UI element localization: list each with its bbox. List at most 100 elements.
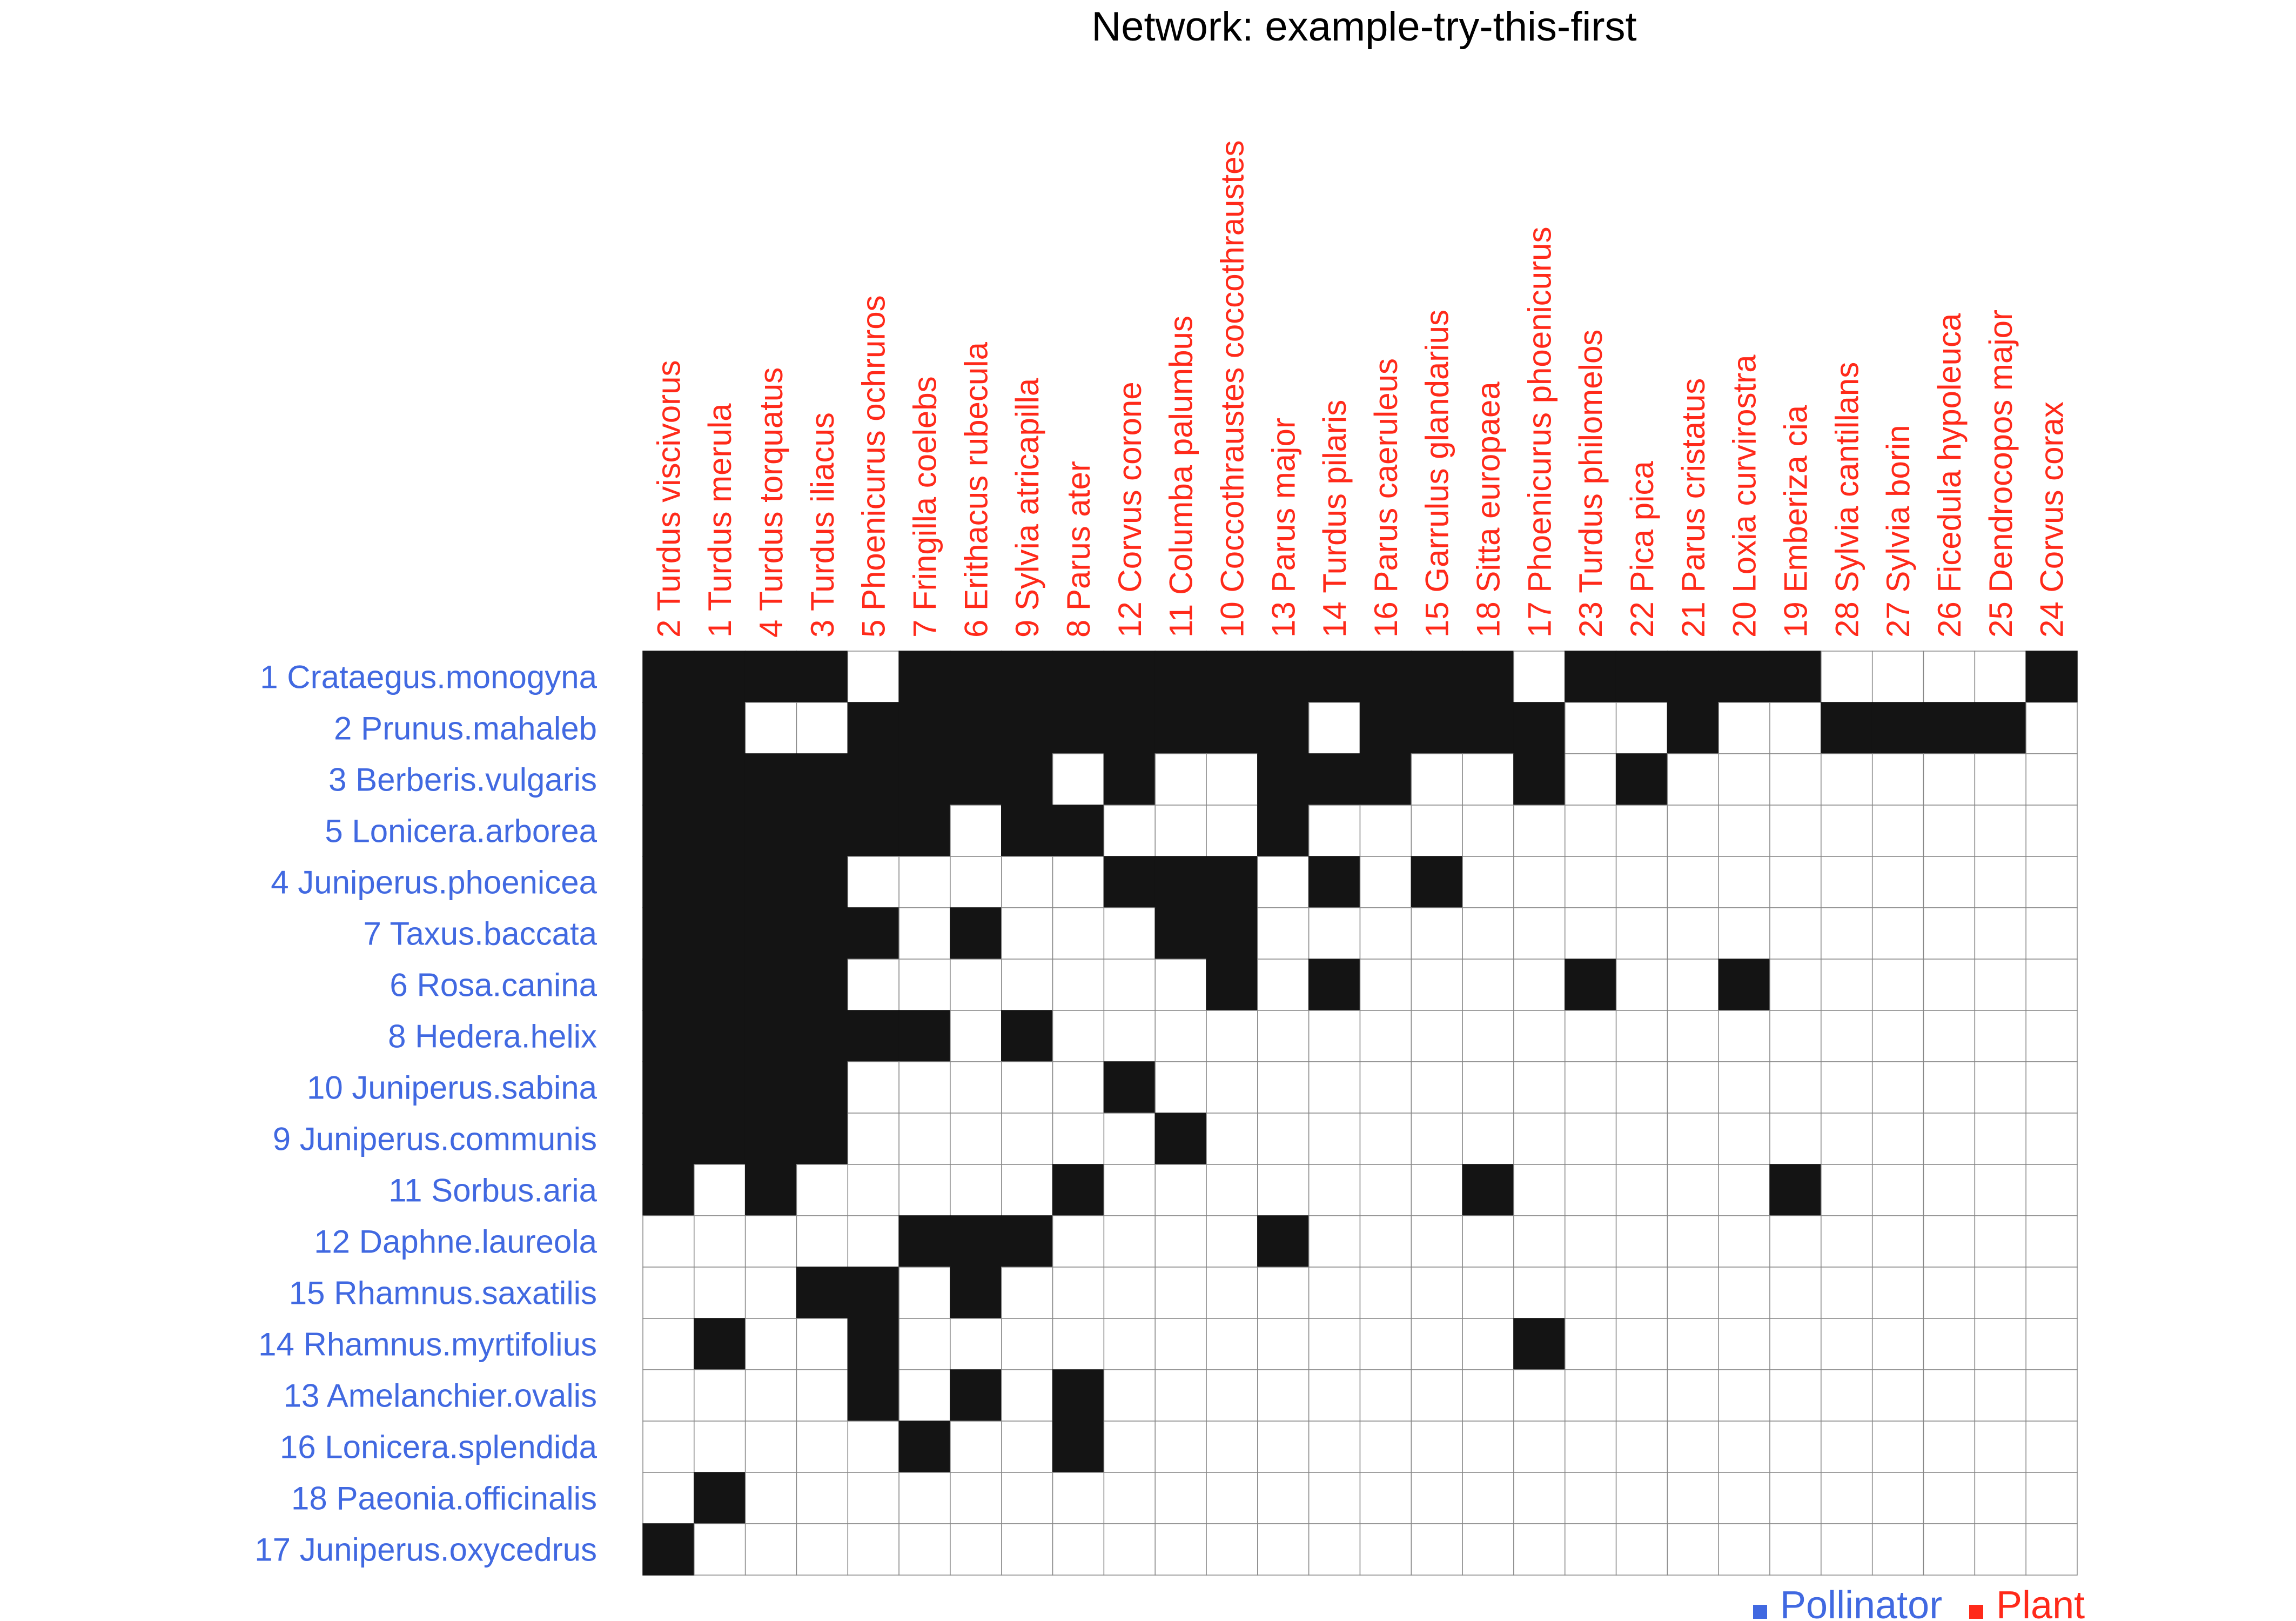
interaction-cell-present — [950, 1215, 1002, 1268]
interaction-cell-absent — [1308, 1010, 1361, 1062]
interaction-cell-absent — [898, 856, 951, 908]
interaction-cell-absent — [796, 1215, 849, 1268]
interaction-cell-present — [1154, 702, 1207, 754]
interaction-cell-absent — [1667, 1318, 1719, 1370]
interaction-cell-absent — [1718, 1164, 1770, 1216]
interaction-cell-absent — [1001, 1318, 1053, 1370]
interaction-cell-absent — [1871, 1061, 1924, 1114]
interaction-cell-absent — [1615, 1113, 1668, 1165]
interaction-cell-present — [1103, 651, 1156, 703]
interaction-cell-absent — [1154, 805, 1207, 857]
interaction-cell-absent — [1052, 856, 1105, 908]
interaction-cell-absent — [1821, 959, 1873, 1011]
interaction-cell-absent — [1615, 907, 1668, 960]
interaction-cell-absent — [1871, 1318, 1924, 1370]
interaction-cell-present — [642, 1523, 695, 1576]
interaction-cell-present — [1411, 856, 1463, 908]
interaction-cell-absent — [1513, 907, 1566, 960]
interaction-cell-present — [1974, 702, 2026, 754]
interaction-cell-absent — [1769, 1421, 1822, 1473]
interaction-cell-absent — [1052, 753, 1105, 806]
interaction-cell-present — [694, 856, 746, 908]
interaction-cell-absent — [950, 1061, 1002, 1114]
interaction-cell-absent — [1565, 856, 1617, 908]
interaction-cell-absent — [1565, 907, 1617, 960]
interaction-cell-absent — [1206, 1164, 1258, 1216]
interaction-cell-absent — [1462, 1010, 1514, 1062]
interaction-cell-absent — [796, 1472, 849, 1524]
column-label-animal: 21 Parus cristatus — [1675, 378, 1711, 638]
interaction-cell-absent — [1718, 856, 1770, 908]
interaction-cell-present — [950, 702, 1002, 754]
legend: Pollinator Plant — [1753, 1584, 2085, 1621]
interaction-cell-absent — [1923, 1215, 1976, 1268]
row-label-plant: 16 Lonicera.splendida — [280, 1429, 598, 1465]
interaction-cell-absent — [1257, 907, 1310, 960]
interaction-cell-absent — [744, 702, 797, 754]
interaction-cell-absent — [1154, 1421, 1207, 1473]
interaction-cell-absent — [1718, 1215, 1770, 1268]
interaction-cell-absent — [1513, 1215, 1566, 1268]
interaction-cell-absent — [1974, 805, 2026, 857]
interaction-cell-absent — [847, 1472, 899, 1524]
interaction-cell-present — [642, 1010, 695, 1062]
interaction-cell-present — [1769, 1164, 1822, 1216]
interaction-cell-absent — [1513, 959, 1566, 1011]
interaction-cell-present — [1052, 702, 1105, 754]
interaction-cell-present — [1718, 651, 1770, 703]
interaction-cell-present — [847, 805, 899, 857]
interaction-cell-present — [1513, 753, 1566, 806]
interaction-cell-absent — [1513, 1010, 1566, 1062]
interaction-cell-absent — [1821, 856, 1873, 908]
interaction-cell-present — [1001, 1215, 1053, 1268]
interaction-cell-absent — [1308, 1523, 1361, 1576]
interaction-cell-absent — [847, 1421, 899, 1473]
interaction-cell-absent — [1206, 1215, 1258, 1268]
row-label-plant: 10 Juniperus.sabina — [307, 1070, 598, 1106]
interaction-cell-absent — [1411, 1164, 1463, 1216]
interaction-cell-present — [847, 1010, 899, 1062]
interaction-cell-absent — [1154, 1318, 1207, 1370]
interaction-cell-absent — [1667, 1369, 1719, 1422]
interaction-cell-absent — [1308, 1061, 1361, 1114]
interaction-cell-absent — [642, 1472, 695, 1524]
interaction-cell-absent — [1923, 1113, 1976, 1165]
interaction-cell-absent — [898, 959, 951, 1011]
row-label-plant: 13 Amelanchier.ovalis — [284, 1378, 597, 1414]
interaction-cell-absent — [1565, 1472, 1617, 1524]
interaction-cell-absent — [1615, 1421, 1668, 1473]
interaction-cell-absent — [1308, 1113, 1361, 1165]
interaction-cell-absent — [1769, 1472, 1822, 1524]
interaction-cell-absent — [1718, 702, 1770, 754]
interaction-cell-absent — [1411, 1061, 1463, 1114]
interaction-cell-absent — [744, 1267, 797, 1319]
interaction-cell-absent — [1308, 1318, 1361, 1370]
interaction-cell-absent — [744, 1472, 797, 1524]
column-label-animal: 9 Sylvia atricapilla — [1009, 378, 1045, 638]
interaction-cell-absent — [1923, 753, 1976, 806]
column-label-animal: 19 Emberiza cia — [1777, 405, 1814, 638]
interaction-cell-absent — [1359, 1472, 1412, 1524]
interaction-cell-present — [898, 1421, 951, 1473]
interaction-cell-absent — [1206, 1369, 1258, 1422]
interaction-cell-absent — [1974, 651, 2026, 703]
interaction-cell-absent — [1821, 1318, 1873, 1370]
interaction-cell-absent — [1615, 702, 1668, 754]
interaction-cell-present — [1103, 753, 1156, 806]
interaction-cell-absent — [1462, 805, 1514, 857]
interaction-cell-absent — [1821, 907, 1873, 960]
interaction-cell-present — [642, 1164, 695, 1216]
interaction-cell-absent — [1974, 1113, 2026, 1165]
interaction-cell-absent — [1001, 856, 1053, 908]
column-label-animal: 14 Turdus pilaris — [1317, 400, 1353, 638]
interaction-cell-present — [744, 805, 797, 857]
interaction-cell-absent — [1154, 1472, 1207, 1524]
interaction-cell-absent — [1821, 1164, 1873, 1216]
interaction-cell-absent — [744, 1318, 797, 1370]
interaction-cell-present — [1257, 753, 1310, 806]
interaction-cell-absent — [1718, 1113, 1770, 1165]
interaction-cell-present — [642, 1061, 695, 1114]
interaction-cell-present — [1615, 753, 1668, 806]
row-label-plant: 6 Rosa.canina — [390, 967, 597, 1003]
interaction-cell-absent — [1001, 1523, 1053, 1576]
